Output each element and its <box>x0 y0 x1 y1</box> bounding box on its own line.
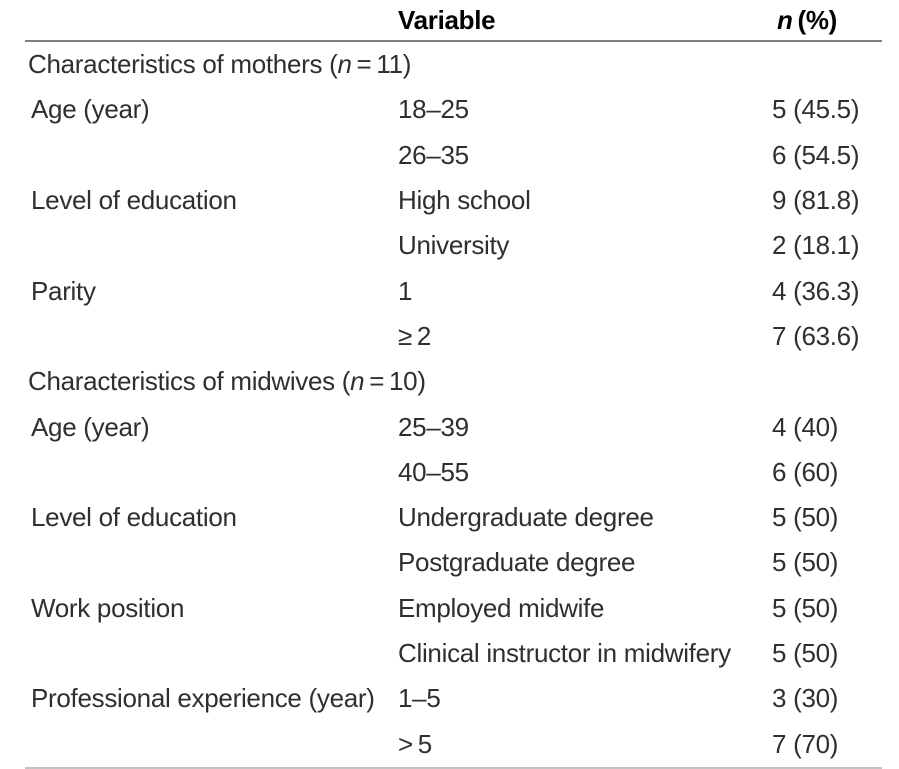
variable-cell: 1 <box>398 275 413 306</box>
table-body: Characteristics of mothers (n = 11) Age (… <box>25 42 882 767</box>
value-cell: 7 (63.6) <box>772 320 860 351</box>
row-label-cell: Work position <box>31 592 185 623</box>
characteristics-table: Variable n (%) Characteristics of mother… <box>25 0 882 769</box>
row-label-cell: Level of education <box>31 185 237 216</box>
table-header-row: Variable n (%) <box>25 0 882 42</box>
table-row: Parity 1 4 (36.3) <box>25 268 882 313</box>
variable-cell: > 5 <box>398 728 432 759</box>
value-cell: 5 (50) <box>772 502 839 533</box>
table-row: 40–55 6 (60) <box>25 450 882 495</box>
variable-cell: University <box>398 230 510 261</box>
table-row: Age (year) 18–25 5 (45.5) <box>25 87 882 132</box>
variable-cell: Undergraduate degree <box>398 502 654 533</box>
variable-cell: Clinical instructor in midwifery <box>398 638 731 668</box>
table-row: 26–35 6 (54.5) <box>25 133 882 178</box>
table-row: Age (year) 25–39 4 (40) <box>25 404 882 449</box>
section-title-suffix: = 11) <box>351 49 412 80</box>
table-row: > 5 7 (70) <box>25 721 882 766</box>
variable-cell: 1–5 <box>398 683 441 714</box>
variable-cell: High school <box>398 185 531 216</box>
header-n-italic: n <box>777 4 793 35</box>
table-row: Clinical instructor in midwifery 5 (50) <box>25 631 882 676</box>
value-cell: 6 (60) <box>772 456 839 487</box>
value-cell: 4 (36.3) <box>772 275 860 306</box>
section-title: Characteristics of mothers (n = 11) <box>25 49 411 80</box>
table-row: Level of education High school 9 (81.8) <box>25 178 882 223</box>
row-label-cell: Age (year) <box>31 411 150 442</box>
value-cell: 7 (70) <box>772 728 839 759</box>
table-row: ≥ 2 7 (63.6) <box>25 314 882 359</box>
section-header-row: Characteristics of mothers (n = 11) <box>25 42 882 87</box>
header-variable-label: Variable <box>398 4 496 35</box>
variable-cell: 26–35 <box>398 139 469 170</box>
table-row: Professional experience (year) 1–5 3 (30) <box>25 676 882 721</box>
value-cell: 6 (54.5) <box>772 139 860 170</box>
variable-cell: 18–25 <box>398 94 469 125</box>
value-cell: 3 (30) <box>772 683 839 714</box>
variable-cell: 25–39 <box>398 411 469 442</box>
header-n-percent-label: n (%) <box>772 5 882 36</box>
value-cell: 5 (50) <box>772 547 839 578</box>
header-n-rest: (%) <box>792 4 838 35</box>
row-label-cell: Professional experience (year) <box>31 683 375 714</box>
section-title-n-italic: n <box>337 49 352 80</box>
value-cell: 4 (40) <box>772 411 839 442</box>
section-title-prefix: Characteristics of mothers ( <box>28 49 338 80</box>
value-cell: 9 (81.8) <box>772 185 860 216</box>
variable-cell: 40–55 <box>398 456 469 487</box>
row-label-cell: Parity <box>31 275 96 306</box>
table-row: University 2 (18.1) <box>25 223 882 268</box>
value-cell: 5 (50) <box>772 592 839 623</box>
variable-cell: Employed midwife <box>398 592 605 623</box>
table-row: Level of education Undergraduate degree 5 … <box>25 495 882 540</box>
section-title-prefix: Characteristics of midwives ( <box>28 366 351 397</box>
row-label-cell: Level of education <box>31 502 237 533</box>
section-title: Characteristics of midwives (n = 10) <box>25 366 426 397</box>
value-cell: 5 (45.5) <box>772 94 860 125</box>
value-cell: 5 (50) <box>772 638 839 668</box>
table-row: Postgraduate degree 5 (50) <box>25 540 882 585</box>
section-header-row: Characteristics of midwives (n = 10) <box>25 359 882 404</box>
section-title-suffix: = 10) <box>364 366 426 397</box>
row-label-cell: Age (year) <box>31 94 150 125</box>
variable-cell: Postgraduate degree <box>398 547 636 578</box>
section-title-n-italic: n <box>350 366 365 397</box>
table-row: Work position Employed midwife 5 (50) <box>25 586 882 631</box>
variable-cell: ≥ 2 <box>398 320 432 351</box>
value-cell: 2 (18.1) <box>772 230 860 261</box>
